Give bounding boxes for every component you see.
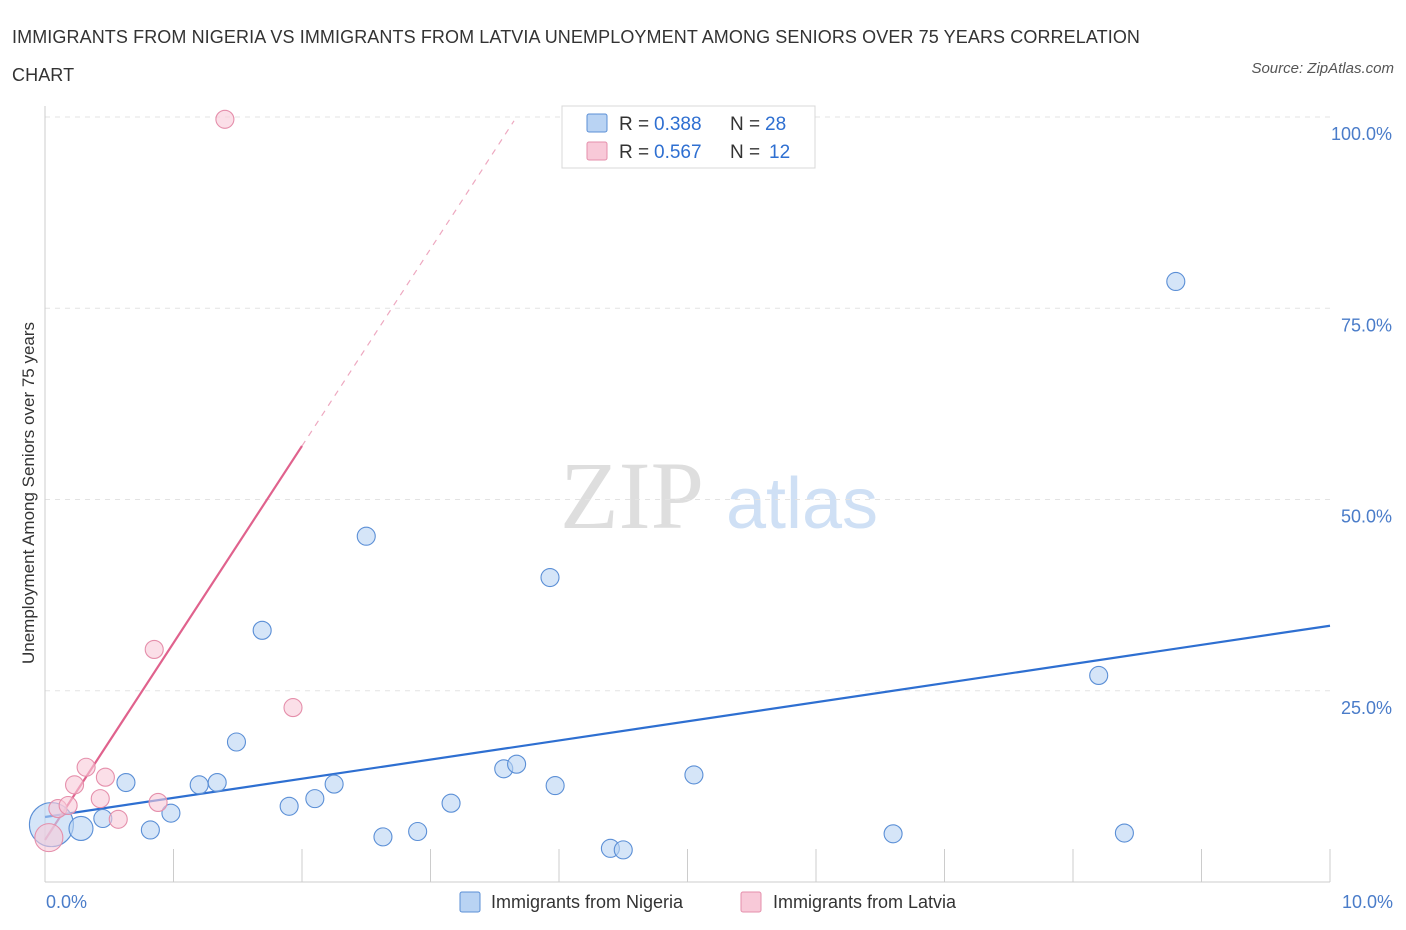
stats-legend: R = 0.388 N = 28 R = 0.567 N = 12 bbox=[561, 105, 816, 169]
point-nigeria-3 bbox=[116, 772, 136, 793]
chart-title: IMMIGRANTS FROM NIGERIA VS IMMIGRANTS FR… bbox=[12, 27, 1141, 85]
point-nigeria-11 bbox=[305, 789, 325, 809]
point-nigeria-6 bbox=[189, 775, 209, 795]
point-nigeria-1 bbox=[68, 815, 94, 842]
point-nigeria-25 bbox=[1089, 665, 1109, 686]
legend-n-label-latvia: N = bbox=[730, 142, 760, 163]
y-tick-label-2: 75.0% bbox=[1341, 315, 1392, 335]
watermark-zip: ZIP bbox=[560, 442, 704, 549]
watermark-atlas: atlas bbox=[726, 464, 878, 544]
point-nigeria-27 bbox=[1166, 271, 1186, 292]
point-nigeria-14 bbox=[373, 827, 393, 847]
point-nigeria-19 bbox=[540, 567, 560, 588]
point-nigeria-20 bbox=[545, 776, 565, 796]
point-nigeria-15 bbox=[408, 821, 428, 842]
bottom-legend-label-nigeria: Immigrants from Nigeria bbox=[491, 892, 684, 912]
trend-line-0 bbox=[44, 624, 1331, 819]
legend-n-value-latvia: 12 bbox=[769, 142, 790, 163]
bottom-legend-swatch-latvia bbox=[740, 891, 762, 913]
point-latvia-6 bbox=[95, 767, 115, 787]
legend-r-label-latvia: R = bbox=[619, 142, 649, 163]
point-nigeria-26 bbox=[1114, 823, 1134, 843]
point-nigeria-16 bbox=[441, 793, 461, 813]
point-nigeria-22 bbox=[613, 840, 633, 860]
y-tick-label-0: 25.0% bbox=[1341, 698, 1392, 718]
point-nigeria-7 bbox=[207, 772, 227, 793]
point-nigeria-23 bbox=[684, 765, 704, 785]
y-tick-label-1: 50.0% bbox=[1341, 507, 1392, 527]
gridlines bbox=[45, 116, 1330, 692]
series-legend: Immigrants from Nigeria Immigrants from … bbox=[459, 891, 957, 913]
point-nigeria-24 bbox=[883, 824, 903, 844]
trend-line-1 bbox=[44, 445, 303, 841]
point-latvia-10 bbox=[215, 109, 235, 129]
chart-source: Source: ZipAtlas.com bbox=[1251, 60, 1394, 77]
legend-r-label-nigeria: R = bbox=[619, 114, 649, 135]
axes bbox=[44, 106, 1331, 883]
point-nigeria-8 bbox=[226, 732, 247, 752]
legend-r-value-latvia: 0.567 bbox=[654, 142, 702, 163]
point-latvia-7 bbox=[108, 809, 128, 829]
legend-n-label-nigeria: N = bbox=[730, 114, 760, 135]
point-nigeria-4 bbox=[140, 820, 160, 840]
point-latvia-3 bbox=[65, 775, 85, 795]
point-nigeria-12 bbox=[324, 774, 344, 794]
point-nigeria-9 bbox=[252, 620, 272, 640]
legend-swatch-nigeria bbox=[586, 113, 608, 133]
data-points bbox=[28, 109, 1186, 860]
legend-n-value-nigeria: 28 bbox=[765, 114, 786, 135]
point-nigeria-18 bbox=[507, 754, 527, 774]
point-nigeria-10 bbox=[279, 796, 299, 816]
point-latvia-5 bbox=[90, 789, 110, 809]
trend-line-extension-1 bbox=[301, 120, 515, 447]
y-tick-label-3: 100.0% bbox=[1331, 124, 1392, 144]
point-latvia-0 bbox=[34, 823, 64, 853]
bottom-legend-label-latvia: Immigrants from Latvia bbox=[773, 892, 957, 912]
y-axis-title: Unemployment Among Seniors over 75 years bbox=[19, 322, 38, 664]
point-nigeria-13 bbox=[356, 526, 376, 546]
x-tick-label-0: 0.0% bbox=[46, 892, 87, 912]
point-latvia-9 bbox=[148, 792, 168, 812]
bottom-legend-swatch-nigeria bbox=[459, 891, 481, 913]
x-tick-label-1: 10.0% bbox=[1342, 892, 1393, 912]
legend-r-value-nigeria: 0.388 bbox=[654, 114, 702, 135]
point-latvia-4 bbox=[76, 757, 96, 777]
point-latvia-2 bbox=[58, 795, 78, 816]
point-latvia-11 bbox=[283, 698, 303, 718]
point-latvia-8 bbox=[144, 639, 164, 659]
tick-labels: 25.0% 50.0% 75.0% 100.0% 0.0% 10.0% bbox=[46, 124, 1393, 912]
legend-swatch-latvia bbox=[586, 141, 608, 161]
point-nigeria-5 bbox=[161, 803, 181, 823]
